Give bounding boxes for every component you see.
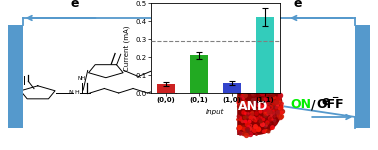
- Text: $\mathbf{e^-}$: $\mathbf{e^-}$: [293, 0, 312, 11]
- Text: ON: ON: [290, 99, 311, 111]
- Y-axis label: Current (mA): Current (mA): [124, 25, 130, 71]
- Text: H: H: [75, 90, 80, 96]
- Bar: [157, 84, 175, 93]
- Text: NH: NH: [77, 76, 85, 81]
- Text: $\mathbf{e^-}$: $\mathbf{e^-}$: [321, 96, 340, 110]
- X-axis label: Input: Input: [206, 109, 225, 115]
- Text: /: /: [311, 99, 316, 111]
- Text: OFF: OFF: [317, 99, 344, 111]
- Text: N: N: [68, 90, 73, 96]
- Bar: [256, 17, 274, 93]
- Polygon shape: [237, 78, 283, 135]
- Bar: [223, 83, 241, 93]
- FancyBboxPatch shape: [8, 26, 23, 127]
- Bar: [190, 55, 208, 93]
- FancyBboxPatch shape: [355, 26, 370, 127]
- Text: $\mathbf{e^-}$: $\mathbf{e^-}$: [70, 0, 89, 11]
- Text: AND: AND: [238, 100, 268, 113]
